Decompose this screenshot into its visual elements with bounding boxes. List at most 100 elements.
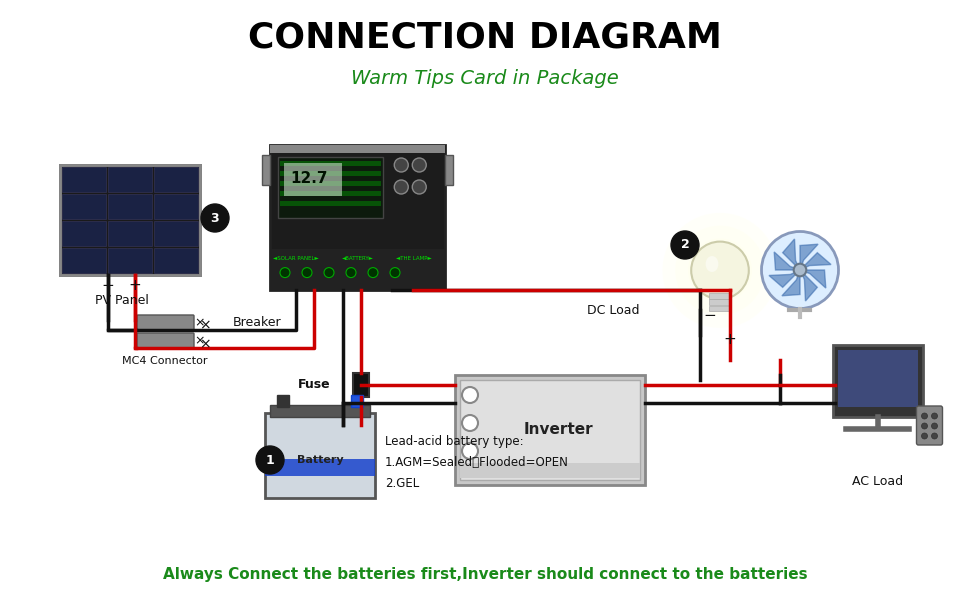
- Bar: [60, 165, 200, 275]
- Bar: [154, 221, 198, 246]
- Bar: [269, 145, 445, 290]
- Bar: [62, 167, 106, 192]
- Circle shape: [461, 387, 478, 403]
- Polygon shape: [773, 252, 799, 270]
- Text: Always Connect the batteries first,Inverter should connect to the batteries: Always Connect the batteries first,Inver…: [163, 568, 806, 583]
- Bar: [459, 380, 640, 480]
- Circle shape: [930, 413, 936, 419]
- Bar: [351, 395, 362, 407]
- Circle shape: [930, 423, 936, 429]
- Circle shape: [921, 413, 926, 419]
- Circle shape: [687, 238, 751, 302]
- Text: 2: 2: [680, 238, 689, 251]
- Text: PV Panel: PV Panel: [95, 293, 149, 307]
- Text: MC4 Connector: MC4 Connector: [122, 356, 207, 366]
- Text: Lead-acid battery type:
1.AGM=Sealed、Flooded=OPEN
2.GEL: Lead-acid battery type: 1.AGM=Sealed、Flo…: [385, 435, 568, 490]
- Text: Inverter: Inverter: [522, 422, 592, 437]
- Text: ×: ×: [195, 335, 205, 347]
- FancyBboxPatch shape: [137, 315, 194, 331]
- Polygon shape: [768, 270, 799, 287]
- Text: Fuse: Fuse: [298, 379, 330, 391]
- Text: −: −: [102, 277, 114, 292]
- Circle shape: [691, 242, 748, 299]
- Circle shape: [393, 158, 408, 172]
- Bar: [280, 171, 381, 176]
- Polygon shape: [799, 270, 817, 301]
- Text: Battery: Battery: [297, 455, 343, 465]
- Circle shape: [280, 268, 290, 278]
- Bar: [454, 375, 644, 485]
- Bar: [60, 165, 200, 275]
- Bar: [445, 155, 453, 185]
- Circle shape: [461, 443, 478, 459]
- Bar: [265, 413, 375, 497]
- Text: Breaker: Breaker: [233, 316, 281, 329]
- Circle shape: [671, 231, 699, 259]
- Bar: [62, 248, 106, 273]
- Circle shape: [662, 213, 777, 328]
- Bar: [108, 248, 152, 273]
- Text: ◄THE LAMP►: ◄THE LAMP►: [395, 256, 431, 260]
- Bar: [108, 194, 152, 219]
- Bar: [708, 293, 731, 299]
- Text: 12.7: 12.7: [291, 171, 328, 186]
- Text: Warm Tips Card in Package: Warm Tips Card in Package: [351, 68, 618, 88]
- Bar: [108, 167, 152, 192]
- Bar: [269, 250, 445, 290]
- Polygon shape: [799, 270, 825, 288]
- Bar: [353, 373, 368, 397]
- Bar: [269, 145, 445, 153]
- Polygon shape: [782, 239, 799, 270]
- Text: 3: 3: [210, 211, 219, 224]
- Bar: [280, 191, 381, 196]
- Text: AC Load: AC Load: [852, 475, 903, 488]
- Circle shape: [393, 180, 408, 194]
- Circle shape: [930, 433, 936, 439]
- Bar: [837, 350, 917, 407]
- Bar: [708, 299, 731, 305]
- Bar: [108, 221, 152, 246]
- Bar: [708, 305, 731, 311]
- Ellipse shape: [704, 256, 718, 272]
- Circle shape: [301, 268, 312, 278]
- Bar: [154, 194, 198, 219]
- Text: ×: ×: [199, 337, 210, 351]
- Text: DC Load: DC Load: [587, 304, 640, 317]
- Polygon shape: [799, 244, 817, 270]
- Bar: [280, 181, 381, 186]
- Circle shape: [256, 446, 284, 474]
- Bar: [278, 157, 383, 218]
- Text: CONNECTION DIAGRAM: CONNECTION DIAGRAM: [248, 21, 721, 55]
- Text: −: −: [703, 307, 716, 323]
- Circle shape: [412, 180, 425, 194]
- Circle shape: [412, 158, 425, 172]
- Circle shape: [201, 204, 229, 232]
- Bar: [265, 459, 375, 476]
- FancyBboxPatch shape: [916, 406, 942, 445]
- Circle shape: [674, 226, 764, 315]
- Text: +: +: [129, 277, 141, 292]
- Text: ×: ×: [195, 317, 205, 329]
- Circle shape: [761, 232, 837, 308]
- Polygon shape: [799, 253, 830, 270]
- Bar: [62, 194, 106, 219]
- Circle shape: [390, 268, 399, 278]
- Bar: [154, 248, 198, 273]
- Bar: [262, 155, 269, 185]
- Circle shape: [921, 423, 926, 429]
- Text: ×: ×: [199, 318, 210, 332]
- Circle shape: [367, 268, 378, 278]
- Bar: [832, 345, 922, 417]
- Circle shape: [793, 263, 805, 276]
- Circle shape: [324, 268, 333, 278]
- Bar: [62, 221, 106, 246]
- Polygon shape: [781, 270, 799, 296]
- Bar: [280, 201, 381, 206]
- Text: +: +: [723, 332, 735, 347]
- Circle shape: [921, 433, 926, 439]
- Bar: [154, 167, 198, 192]
- Text: ◄BATTERY►: ◄BATTERY►: [341, 256, 373, 260]
- Text: ◄SOLAR PANEL►: ◄SOLAR PANEL►: [273, 256, 319, 260]
- Circle shape: [346, 268, 356, 278]
- Text: 1: 1: [266, 454, 274, 467]
